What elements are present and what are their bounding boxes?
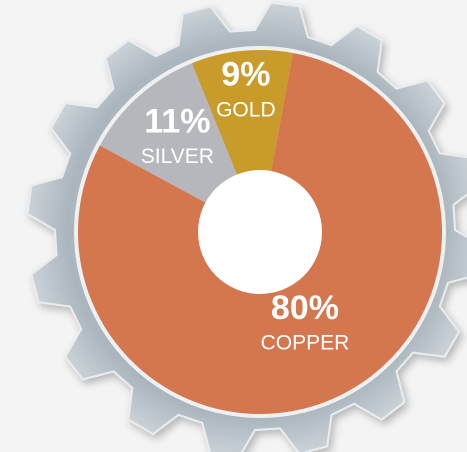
value-label: 80%	[271, 289, 339, 327]
category-label: SILVER	[141, 145, 214, 168]
value-label: 11%	[144, 103, 210, 141]
labels: 9% GOLD 80% COPPER 11% SILVER	[141, 56, 350, 355]
donut-hole	[198, 170, 322, 294]
category-label: COPPER	[261, 331, 350, 354]
category-label: GOLD	[216, 98, 276, 121]
value-label: 9%	[221, 56, 270, 94]
